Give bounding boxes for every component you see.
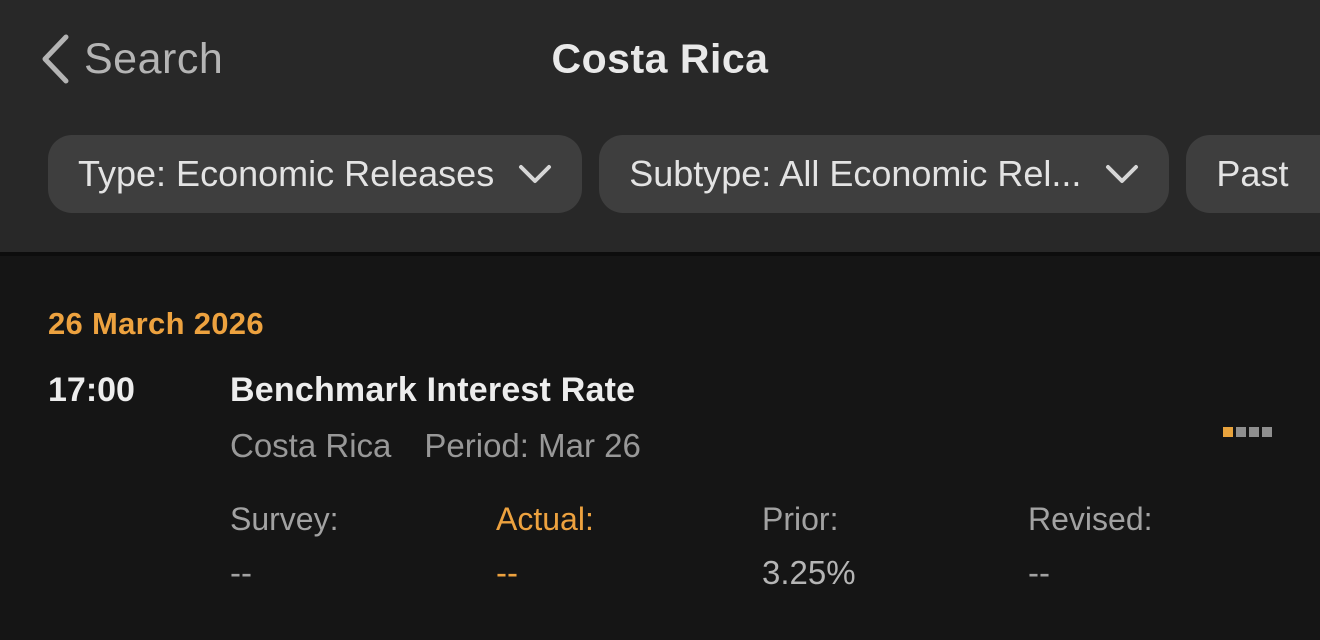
page-indicator-dot: [1262, 427, 1272, 437]
filter-chip-past-label: Past: [1216, 153, 1289, 194]
page-indicator-dot: [1223, 427, 1233, 437]
field-actual: Actual: --: [496, 501, 762, 592]
filter-chip-type-label: Type: Economic Releases: [78, 153, 495, 194]
filter-chip-subtype[interactable]: Subtype: All Economic Rel...: [599, 135, 1170, 213]
field-survey: Survey: --: [230, 501, 496, 592]
chevron-down-icon: [1106, 165, 1139, 183]
header-top-bar: Search Costa Rica: [0, 0, 1320, 118]
event-main: Benchmark Interest Rate Costa Rica Perio…: [230, 371, 1294, 592]
filter-chips-row: Type: Economic Releases Subtype: All Eco…: [0, 135, 1320, 213]
event-time: 17:00: [48, 371, 135, 409]
page-title: Costa Rica: [551, 35, 769, 82]
filter-chip-subtype-label: Subtype: All Economic Rel...: [629, 153, 1082, 194]
field-prior-label: Prior:: [762, 501, 839, 537]
page-indicator[interactable]: [1223, 427, 1272, 437]
field-revised: Revised: --: [1028, 501, 1294, 592]
date-header: 26 March 2026: [48, 306, 264, 341]
chevron-left-icon: [42, 34, 69, 84]
event-period: Period: Mar 26: [424, 427, 641, 464]
event-meta: Costa Rica Period: Mar 26: [230, 427, 1294, 465]
field-survey-value: --: [230, 554, 252, 591]
field-survey-label: Survey:: [230, 501, 339, 537]
filter-chip-past[interactable]: Past: [1186, 135, 1320, 213]
field-actual-label: Actual:: [496, 501, 594, 537]
release-event-row[interactable]: 17:00 Benchmark Interest Rate Costa Rica…: [48, 371, 1272, 592]
event-fields: Survey: -- Actual: -- Prior: 3.25% Revis…: [230, 501, 1294, 592]
field-actual-value: --: [496, 554, 518, 591]
field-prior-value: 3.25%: [762, 554, 856, 591]
page-indicator-dot: [1249, 427, 1259, 437]
chevron-down-icon: [519, 165, 552, 183]
filter-chip-type[interactable]: Type: Economic Releases: [48, 135, 583, 213]
field-revised-label: Revised:: [1028, 501, 1153, 537]
back-button-label: Search: [84, 34, 224, 83]
event-title: Benchmark Interest Rate: [230, 371, 636, 409]
page-indicator-dot: [1236, 427, 1246, 437]
field-revised-value: --: [1028, 554, 1050, 591]
header: Search Costa Rica Type: Economic Release…: [0, 0, 1320, 256]
back-button[interactable]: Search: [40, 33, 223, 85]
release-list: 26 March 2026 17:00 Benchmark Interest R…: [0, 306, 1320, 592]
event-country: Costa Rica: [230, 427, 392, 464]
field-prior: Prior: 3.25%: [762, 501, 1028, 592]
